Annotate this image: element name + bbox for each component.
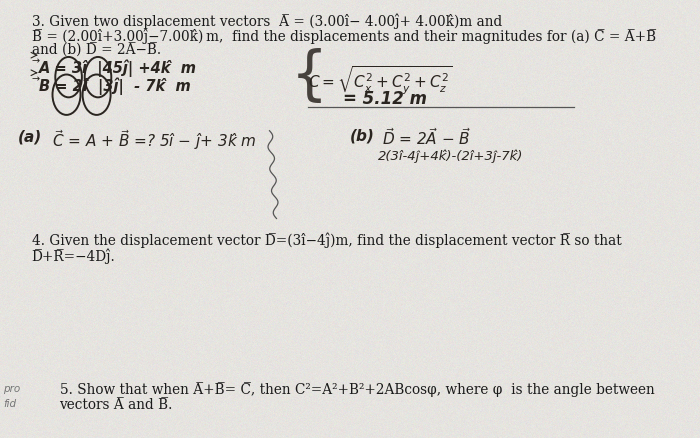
- Text: $\vec{C}$ = A + $\vec{B}$ =? 5î − ĵ+ 3k̂ m: $\vec{C}$ = A + $\vec{B}$ =? 5î − ĵ+ 3k̂…: [52, 128, 257, 152]
- Text: and (b) D̅ = 2A̅−B̅.: and (b) D̅ = 2A̅−B̅.: [32, 44, 160, 58]
- Text: pro: pro: [4, 383, 21, 393]
- Text: (a): (a): [18, 129, 42, 144]
- Text: = 5.12 m: = 5.12 m: [343, 90, 427, 108]
- Text: A = 3î  |45ĵ| +4k̂  m: A = 3î |45ĵ| +4k̂ m: [39, 59, 197, 77]
- Text: vectors A̅ and B̅.: vectors A̅ and B̅.: [60, 397, 173, 411]
- Text: 3. Given two displacement vectors  A̅ = (3.00î− 4.00ĵ+ 4.00k̂)m and: 3. Given two displacement vectors A̅ = (…: [32, 13, 502, 28]
- Text: (b): (b): [350, 128, 375, 143]
- Text: 5. Show that when A̅+B̅= C̅, then C²=A²+B²+2ABcosφ, where φ  is the angle betwee: 5. Show that when A̅+B̅= C̅, then C²=A²+…: [60, 381, 655, 396]
- Text: $C = \sqrt{C_x^2 + C_y^2 + C_z^2}$: $C = \sqrt{C_x^2 + C_y^2 + C_z^2}$: [308, 65, 452, 97]
- Text: fid: fid: [4, 399, 17, 409]
- Text: B̅ = (2.00î+3.00ĵ−7.00k̂) m,  find the displacements and their magnitudes for (a: B̅ = (2.00î+3.00ĵ−7.00k̂) m, find the di…: [32, 28, 656, 44]
- Text: →: →: [32, 74, 40, 85]
- Text: 2(3î-4ĵ+4k̂)-(2î+3ĵ-7k̂): 2(3î-4ĵ+4k̂)-(2î+3ĵ-7k̂): [378, 149, 524, 162]
- Text: B = 2î  |3ĵ|  - 7k̂  m: B = 2î |3ĵ| - 7k̂ m: [39, 78, 191, 95]
- Text: {: {: [290, 48, 328, 105]
- Text: 4. Given the displacement vector D̅=(3î−4ĵ)m, find the displacement vector R̅ so: 4. Given the displacement vector D̅=(3î−…: [32, 232, 622, 247]
- Text: D̅+R̅=−4Dĵ.: D̅+R̅=−4Dĵ.: [32, 247, 116, 263]
- Text: →: →: [32, 56, 40, 66]
- Text: $\vec{D}$ = 2$\vec{A}$ − $\vec{B}$: $\vec{D}$ = 2$\vec{A}$ − $\vec{B}$: [382, 127, 470, 148]
